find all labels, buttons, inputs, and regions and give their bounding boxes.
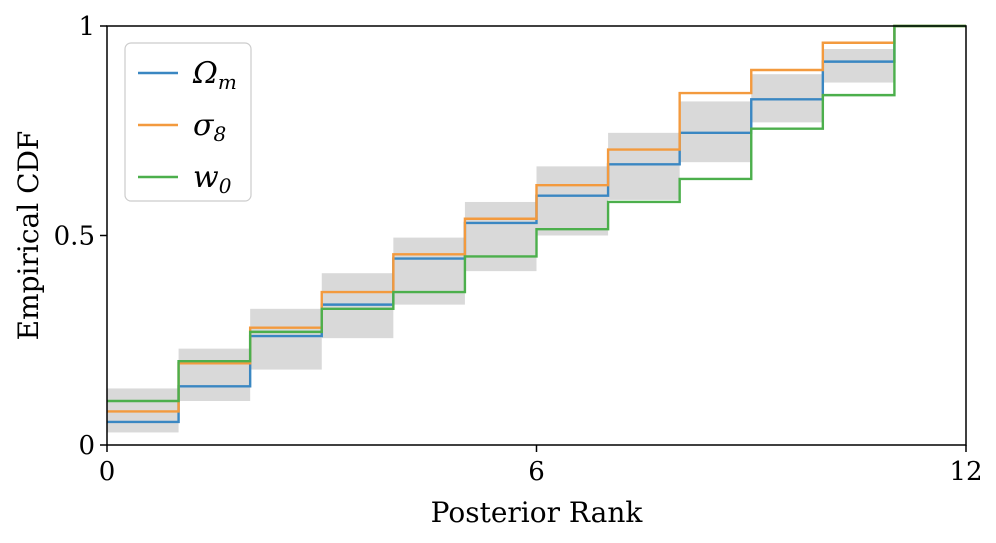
x-axis-label: Posterior Rank xyxy=(431,496,644,529)
x-tick-label: 6 xyxy=(528,457,545,487)
band-segment xyxy=(464,201,537,272)
y-axis-ticks: 00.51 xyxy=(54,12,107,461)
band-segment xyxy=(178,348,251,402)
band-segment xyxy=(393,237,465,305)
legend-label: Ωm xyxy=(192,56,237,94)
x-tick-label: 12 xyxy=(949,457,982,487)
x-axis-ticks: 0 6 12 xyxy=(99,445,983,487)
legend: Ωm σ8 w0 xyxy=(124,42,252,202)
y-tick-label: 1 xyxy=(78,12,95,42)
x-tick-label: 0 xyxy=(99,457,116,487)
series-line xyxy=(107,24,966,403)
y-tick-label: 0.5 xyxy=(54,222,95,252)
series-lines xyxy=(107,24,966,424)
band-segment xyxy=(608,132,680,200)
legend-box xyxy=(124,42,252,202)
band-segment xyxy=(250,308,322,370)
legend-label: w0 xyxy=(193,160,232,198)
y-axis-label: Empirical CDF xyxy=(12,131,45,341)
band-segment xyxy=(536,166,609,236)
y-tick-label: 0 xyxy=(78,431,95,461)
band-segment xyxy=(822,49,895,83)
legend-label: σ8 xyxy=(193,108,226,146)
